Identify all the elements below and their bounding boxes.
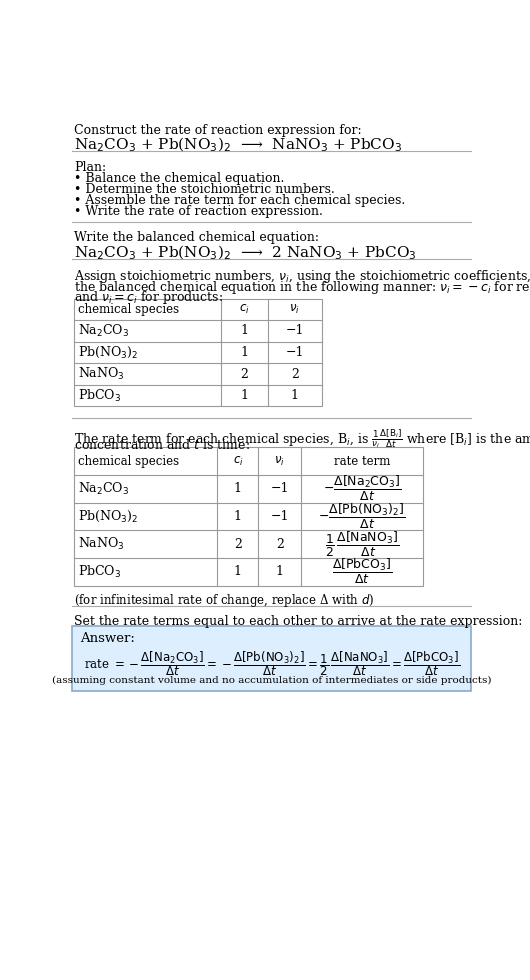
Text: $\dfrac{\Delta[\mathrm{PbCO_3}]}{\Delta t}$: $\dfrac{\Delta[\mathrm{PbCO_3}]}{\Delta …: [332, 558, 392, 586]
Text: $\nu_i$: $\nu_i$: [289, 303, 301, 316]
Text: $\dfrac{1}{2}\,\dfrac{\Delta[\mathrm{NaNO_3}]}{\Delta t}$: $\dfrac{1}{2}\,\dfrac{\Delta[\mathrm{NaN…: [325, 529, 399, 559]
Text: rate $= -\dfrac{\Delta[\mathrm{Na_2CO_3}]}{\Delta t} = -\dfrac{\Delta[\mathrm{Pb: rate $= -\dfrac{\Delta[\mathrm{Na_2CO_3}…: [84, 649, 460, 678]
Bar: [74, 299, 322, 407]
Text: $c_i$: $c_i$: [233, 455, 243, 467]
Text: −1: −1: [270, 510, 289, 523]
Text: chemical species: chemical species: [78, 455, 179, 467]
Text: NaNO$_3$: NaNO$_3$: [78, 366, 125, 382]
Text: • Assemble the rate term for each chemical species.: • Assemble the rate term for each chemic…: [74, 194, 405, 207]
Text: • Balance the chemical equation.: • Balance the chemical equation.: [74, 172, 285, 185]
Text: $c_i$: $c_i$: [239, 303, 250, 316]
Text: Plan:: Plan:: [74, 161, 106, 173]
Text: Pb(NO$_3$)$_2$: Pb(NO$_3$)$_2$: [78, 509, 138, 524]
Text: 2: 2: [291, 368, 299, 380]
Text: chemical species: chemical species: [78, 303, 179, 316]
Text: PbCO$_3$: PbCO$_3$: [78, 564, 121, 580]
Text: Assign stoichiometric numbers, $\nu_i$, using the stoichiometric coefficients, $: Assign stoichiometric numbers, $\nu_i$, …: [74, 268, 530, 285]
Text: 1: 1: [241, 324, 249, 337]
Text: Na$_2$CO$_3$: Na$_2$CO$_3$: [78, 322, 129, 339]
Text: PbCO$_3$: PbCO$_3$: [78, 387, 121, 404]
Text: NaNO$_3$: NaNO$_3$: [78, 536, 125, 553]
Text: $-\dfrac{\Delta[\mathrm{Na_2CO_3}]}{\Delta t}$: $-\dfrac{\Delta[\mathrm{Na_2CO_3}]}{\Del…: [323, 474, 401, 504]
Text: Construct the rate of reaction expression for:: Construct the rate of reaction expressio…: [74, 123, 361, 137]
Text: 1: 1: [241, 346, 249, 359]
Text: 1: 1: [291, 389, 299, 402]
Text: −1: −1: [270, 482, 289, 495]
Text: (for infinitesimal rate of change, replace Δ with $d$): (for infinitesimal rate of change, repla…: [74, 592, 375, 609]
Bar: [74, 447, 423, 586]
Text: 2: 2: [234, 538, 242, 551]
Text: Na$_2$CO$_3$: Na$_2$CO$_3$: [78, 481, 129, 497]
Text: rate term: rate term: [334, 455, 390, 467]
Text: • Determine the stoichiometric numbers.: • Determine the stoichiometric numbers.: [74, 183, 335, 196]
Text: 1: 1: [234, 482, 242, 495]
Text: • Write the rate of reaction expression.: • Write the rate of reaction expression.: [74, 205, 323, 218]
Text: Na$_2$CO$_3$ + Pb(NO$_3$)$_2$  ⟶  NaNO$_3$ + PbCO$_3$: Na$_2$CO$_3$ + Pb(NO$_3$)$_2$ ⟶ NaNO$_3$…: [74, 136, 402, 155]
Text: Na$_2$CO$_3$ + Pb(NO$_3$)$_2$  ⟶  2 NaNO$_3$ + PbCO$_3$: Na$_2$CO$_3$ + Pb(NO$_3$)$_2$ ⟶ 2 NaNO$_…: [74, 243, 417, 262]
Bar: [73, 626, 471, 691]
Text: 1: 1: [241, 389, 249, 402]
Text: $\nu_i$: $\nu_i$: [275, 455, 285, 467]
Text: 1: 1: [276, 565, 284, 578]
Text: (assuming constant volume and no accumulation of intermediates or side products): (assuming constant volume and no accumul…: [52, 676, 491, 685]
Text: $-\dfrac{\Delta[\mathrm{Pb(NO_3)_2}]}{\Delta t}$: $-\dfrac{\Delta[\mathrm{Pb(NO_3)_2}]}{\D…: [319, 502, 405, 531]
Text: The rate term for each chemical species, B$_i$, is $\frac{1}{\nu_i}\frac{\Delta[: The rate term for each chemical species,…: [74, 427, 530, 450]
Text: −1: −1: [286, 346, 304, 359]
Text: the balanced chemical equation in the following manner: $\nu_i = -c_i$ for react: the balanced chemical equation in the fo…: [74, 278, 530, 296]
Text: 2: 2: [276, 538, 284, 551]
Text: −1: −1: [286, 324, 304, 337]
Text: Answer:: Answer:: [80, 632, 135, 645]
Text: Pb(NO$_3$)$_2$: Pb(NO$_3$)$_2$: [78, 345, 138, 360]
Text: and $\nu_i = c_i$ for products:: and $\nu_i = c_i$ for products:: [74, 289, 223, 307]
Text: 1: 1: [234, 510, 242, 523]
Text: Write the balanced chemical equation:: Write the balanced chemical equation:: [74, 231, 319, 244]
Text: concentration and $t$ is time:: concentration and $t$ is time:: [74, 438, 250, 452]
Text: 2: 2: [241, 368, 249, 380]
Text: 1: 1: [234, 565, 242, 578]
Text: Set the rate terms equal to each other to arrive at the rate expression:: Set the rate terms equal to each other t…: [74, 615, 523, 628]
